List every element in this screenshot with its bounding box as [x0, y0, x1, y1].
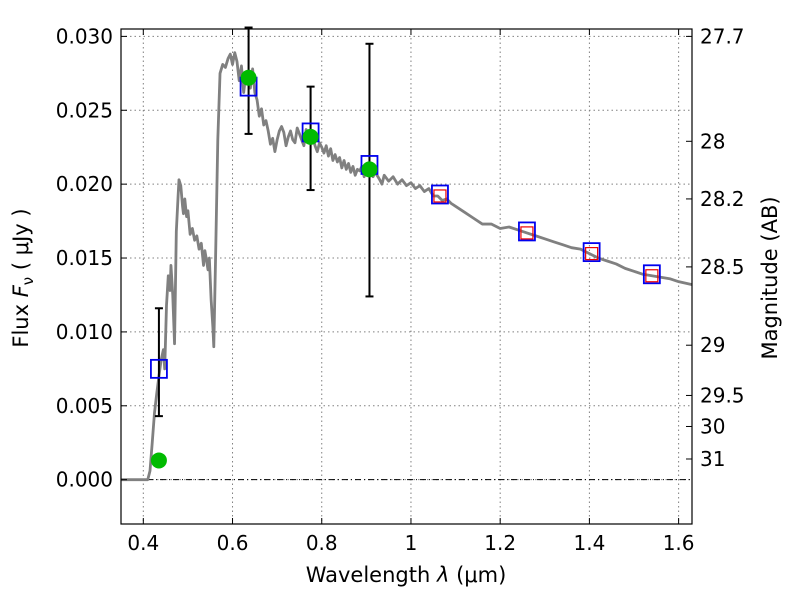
grid — [121, 29, 692, 524]
y2-tick-label: 30 — [700, 414, 725, 438]
synthetic-flux-marker — [582, 242, 601, 263]
y-tick-label: 0.025 — [56, 98, 113, 122]
x-tick-label: 0.6 — [217, 531, 249, 555]
y2-axis-label: Magnitude (AB) — [758, 196, 782, 359]
synthetic-flux-layer — [150, 76, 661, 379]
y-tick-label: 0.005 — [56, 394, 113, 418]
x-tick-label: 1.6 — [663, 531, 695, 555]
y-axis-label: Flux Fν ( μJy ) — [9, 208, 37, 347]
x-axis-label: Wavelength λ (μm) — [306, 563, 507, 587]
interpolated-flux-marker — [585, 246, 599, 261]
observed-flux-point — [361, 161, 378, 178]
x-tick-label: 1 — [405, 531, 418, 555]
observed-flux-point — [302, 128, 319, 145]
y2-tick-label: 28 — [700, 129, 725, 153]
synthetic-flux-marker — [642, 264, 661, 285]
interpolated-flux-layer — [433, 189, 659, 283]
synthetic-flux-marker — [518, 221, 536, 242]
model-spectrum-line — [121, 51, 693, 482]
y-tick-label: 0.010 — [56, 320, 113, 344]
y-tick-label: 0.015 — [56, 246, 113, 270]
model-spectrum-layer — [121, 51, 693, 482]
interpolated-flux-marker — [520, 226, 534, 240]
synthetic-flux-marker — [431, 184, 449, 205]
interpolated-flux-marker — [645, 269, 659, 283]
y-tick-label: 0.020 — [56, 172, 113, 196]
y-tick-label: 0.030 — [56, 24, 113, 48]
x-tick-label: 0.4 — [127, 531, 159, 555]
x-tick-label: 1.4 — [573, 531, 605, 555]
y2-tick-label: 28.5 — [700, 255, 745, 279]
y-tick-label: 0.000 — [56, 468, 113, 492]
y2-tick-label: 29 — [700, 333, 725, 357]
observed-flux-layer — [150, 69, 378, 469]
y2-tick-label: 31 — [700, 447, 725, 471]
ticks: 0.4 0.6 0.8 1 1.2 1.4 1.6 0.000 0.005 0.010 0.015 0… — [56, 24, 745, 555]
x-tick-label: 0.8 — [306, 531, 338, 555]
interpolated-flux-marker — [433, 189, 447, 203]
y2-tick-label: 28.2 — [700, 187, 745, 211]
x-tick-label: 1.2 — [484, 531, 516, 555]
y2-tick-label: 27.7 — [700, 24, 745, 48]
observed-flux-point — [150, 452, 167, 469]
observed-flux-point — [240, 69, 257, 86]
y2-tick-label: 29.5 — [700, 383, 745, 407]
synthetic-flux-marker — [150, 358, 168, 379]
plot-frame — [120, 28, 693, 525]
